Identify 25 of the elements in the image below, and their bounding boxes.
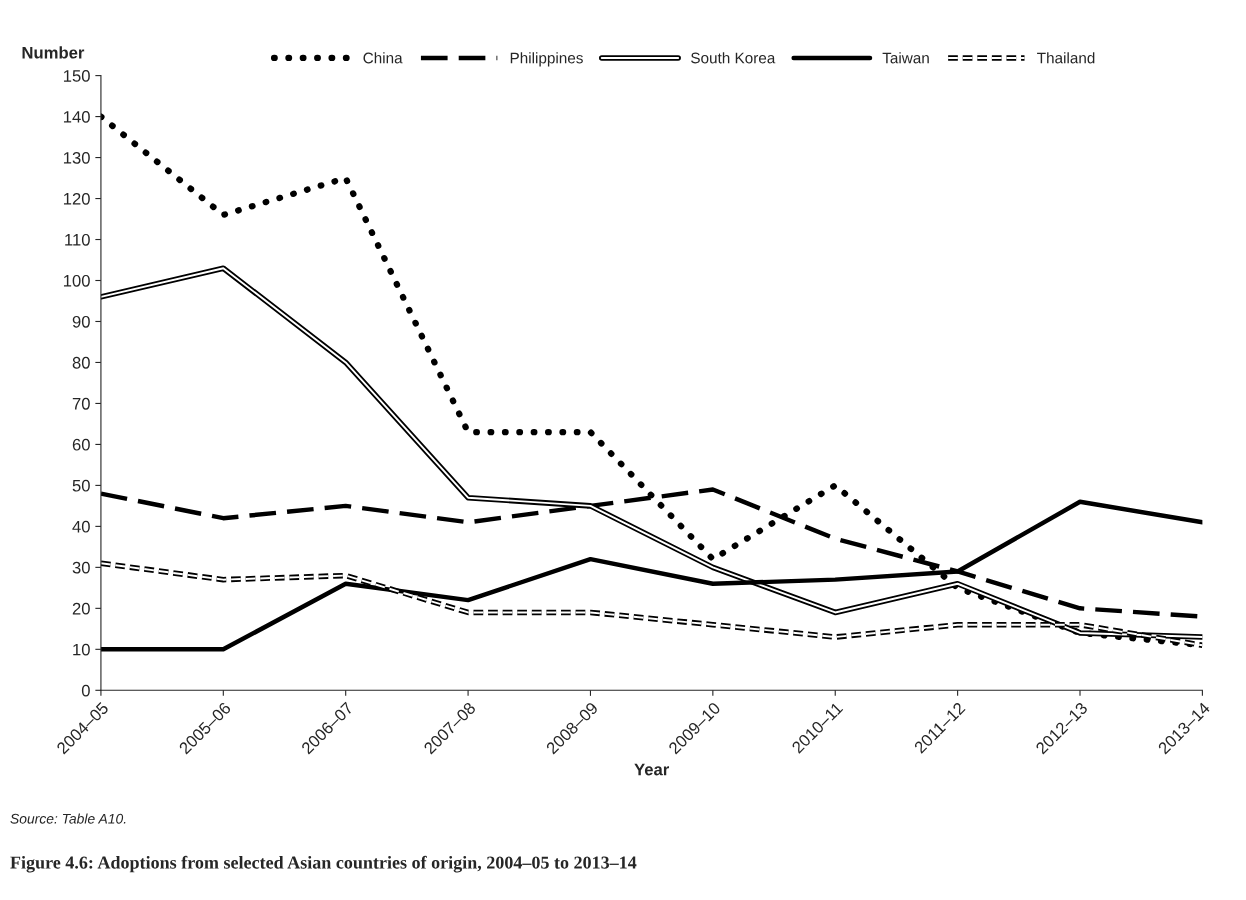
legend-label: Taiwan — [882, 52, 929, 64]
source-note: Source: Table A10. — [10, 813, 126, 824]
y-tick-label: 50 — [72, 479, 90, 492]
y-axis-title: Number — [22, 46, 85, 59]
legend-label: Thailand — [1037, 52, 1095, 64]
y-tick-label: 20 — [72, 602, 90, 615]
y-tick-label: 120 — [63, 192, 90, 205]
y-tick-label: 10 — [73, 643, 90, 656]
y-tick-label: 70 — [72, 397, 90, 410]
y-tick-label: 100 — [63, 274, 90, 287]
legend-label: South Korea — [691, 52, 776, 64]
y-tick-label: 150 — [63, 70, 90, 82]
y-tick-label: 80 — [72, 356, 90, 369]
y-tick-label: 130 — [63, 151, 90, 164]
y-tick-label: 140 — [63, 110, 90, 123]
y-tick-label: 0 — [81, 684, 90, 697]
y-tick-label: 90 — [72, 315, 90, 328]
x-axis-title: Year — [634, 763, 670, 776]
legend-label: China — [363, 52, 403, 64]
y-tick-label: 60 — [72, 438, 90, 451]
y-tick-label: 30 — [72, 561, 90, 574]
text: Figure 4.6: Adoptions from selected Asian countries of origin, 2004–05 to 2013–14 — [10, 855, 637, 873]
y-tick-label: 110 — [65, 233, 90, 246]
legend-label: Philippines — [510, 52, 583, 67]
y-tick-label: 40 — [72, 520, 90, 533]
